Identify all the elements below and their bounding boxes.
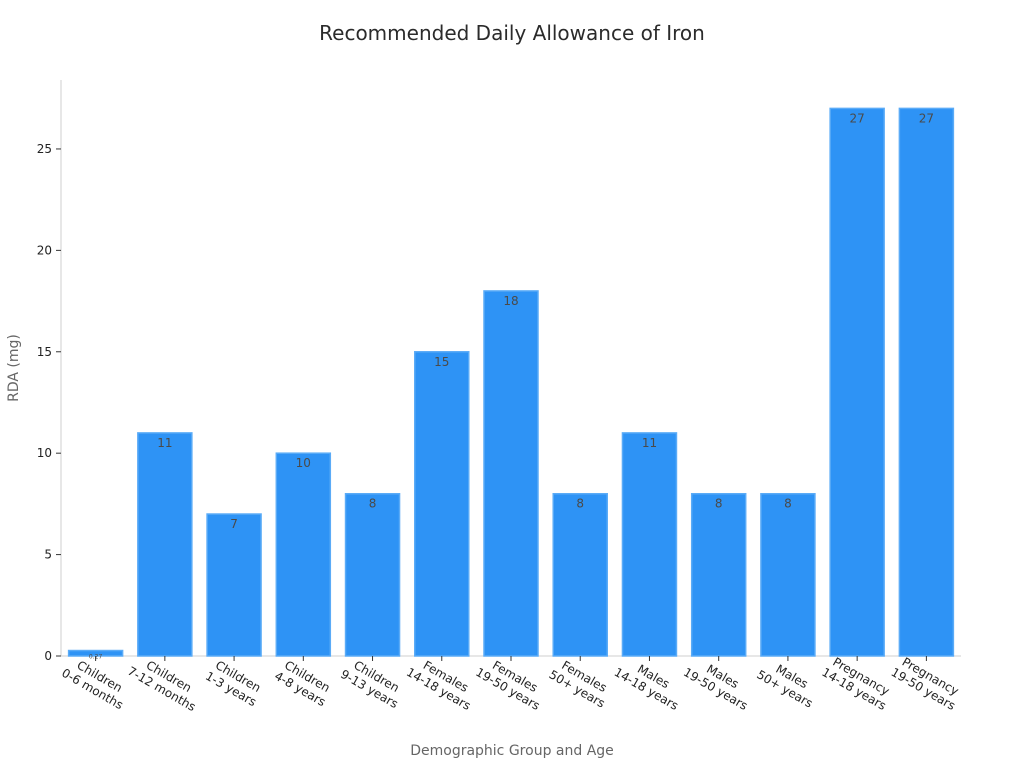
data-label: 8: [715, 497, 723, 511]
y-tick-label: 25: [37, 142, 52, 156]
y-axis-label: RDA (mg): [6, 334, 22, 402]
x-tick-label: Males50+ years: [754, 655, 822, 711]
x-tick-label: Children1-3 years: [203, 656, 266, 709]
data-label: 11: [642, 436, 657, 450]
data-label: 18: [503, 294, 518, 308]
x-tick-label: Pregnancy19-50 years: [889, 653, 965, 713]
data-label: 8: [784, 497, 792, 511]
bar: [898, 107, 955, 657]
x-tick-label: Females50+ years: [547, 655, 615, 711]
bar: [344, 492, 401, 657]
x-tick-label: Children4-8 years: [272, 656, 335, 709]
x-tick-label: Children9-13 years: [338, 654, 408, 711]
y-tick-label: 0: [44, 649, 52, 663]
bar: [621, 432, 678, 657]
data-label: 15: [434, 355, 449, 369]
bar: [483, 290, 539, 657]
data-label: 8: [576, 497, 584, 511]
y-tick-label: 15: [37, 345, 52, 359]
bar: [137, 432, 193, 657]
y-tick-label: 10: [37, 446, 52, 460]
bar: [760, 492, 816, 657]
bar: [552, 492, 608, 657]
x-tick-label: Males14-18 years: [612, 653, 688, 713]
x-tick-label: Males19-50 years: [681, 653, 757, 713]
x-tick-label: Females14-18 years: [404, 653, 480, 713]
data-label: 27: [919, 111, 934, 125]
data-label: 7: [230, 517, 238, 531]
bar: [414, 351, 470, 657]
bar: [829, 107, 885, 657]
data-label: 27: [850, 111, 865, 125]
data-label: 10: [296, 456, 311, 470]
data-label: 8: [369, 497, 377, 511]
x-tick-label: Children0-6 months: [59, 653, 133, 712]
x-tick-label: Pregnancy14-18 years: [819, 653, 895, 713]
bar: [275, 452, 332, 657]
x-axis-label: Demographic Group and Age: [410, 743, 614, 759]
y-tick-label: 20: [37, 243, 52, 257]
x-tick-label: Females19-50 years: [473, 653, 549, 713]
bars: 0.271171081518811882727: [67, 107, 955, 661]
data-label: 11: [157, 436, 172, 450]
y-tick-label: 5: [44, 548, 52, 562]
bar: [690, 492, 747, 657]
bar: [206, 513, 262, 657]
chart-title: Recommended Daily Allowance of Iron: [319, 21, 705, 45]
